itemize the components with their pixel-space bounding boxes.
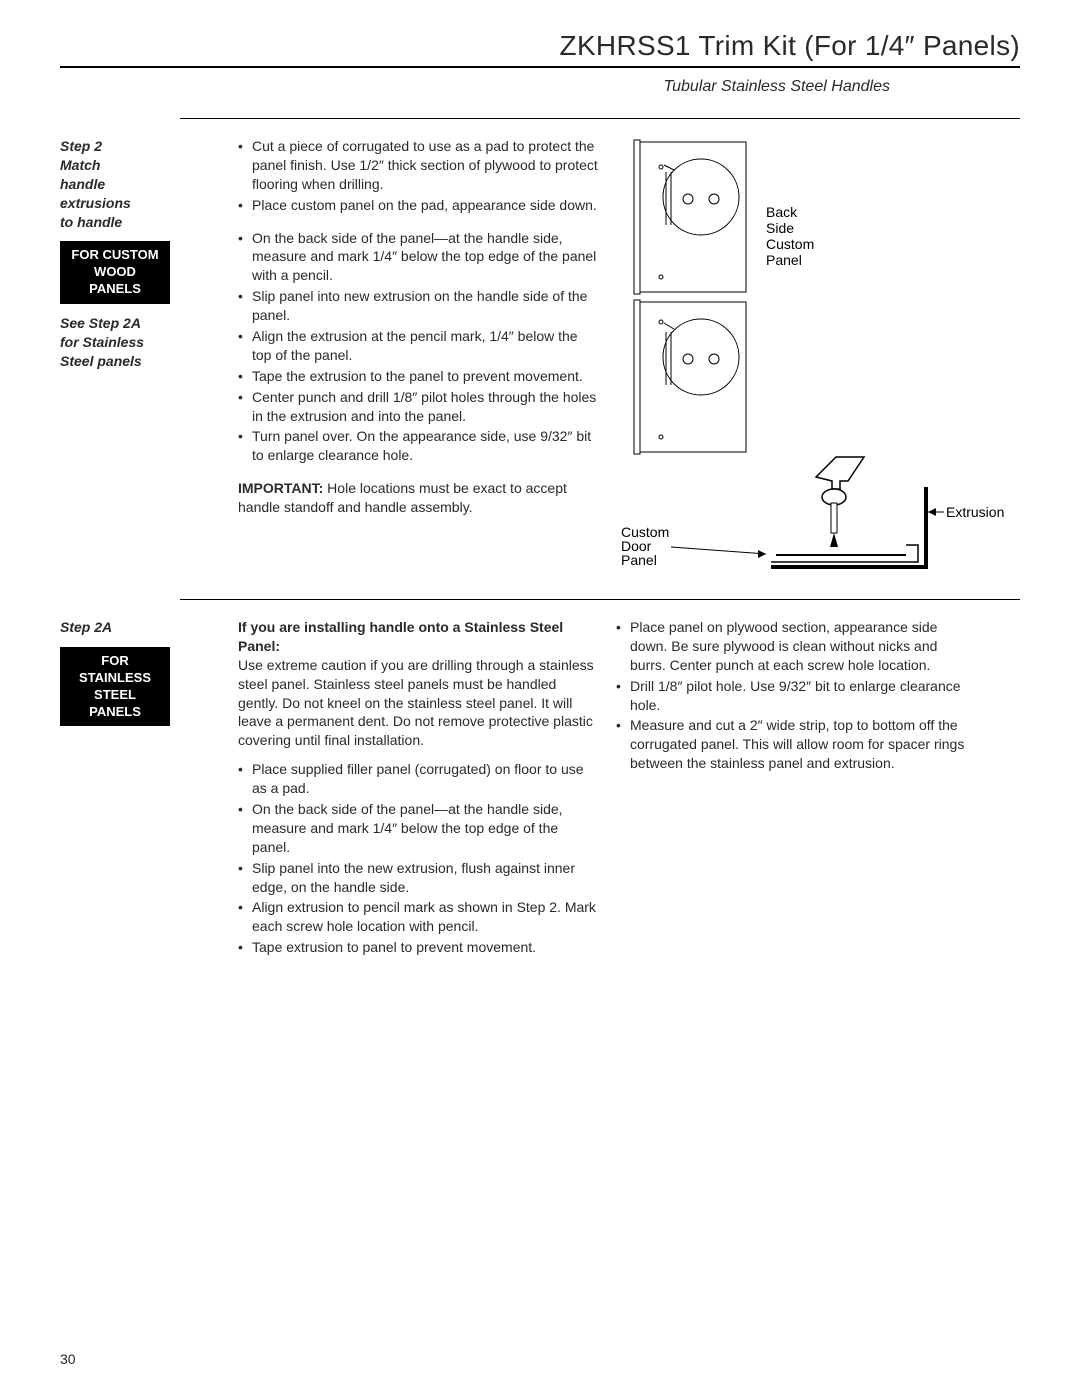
- important-note: IMPORTANT: Hole locations must be exact …: [238, 479, 598, 517]
- step2a-list-left: Place supplied filler panel (corrugated)…: [238, 760, 598, 957]
- list-item: On the back side of the panel—at the han…: [238, 229, 598, 286]
- list-item: Drill 1/8″ pilot hole. Use 9/32″ bit to …: [616, 677, 976, 715]
- section-step2a: Step 2A FOR STAINLESS STEEL PANELS If yo…: [60, 618, 1020, 971]
- note-line: See Step 2A: [60, 315, 141, 331]
- page-subtitle: Tubular Stainless Steel Handles: [60, 78, 1020, 96]
- step2a-heading: If you are installing handle onto a Stai…: [238, 619, 563, 654]
- svg-text:Extrusion: Extrusion: [946, 504, 1004, 520]
- step2a-label: Step 2A: [60, 618, 220, 637]
- box-line: PANELS: [89, 281, 141, 296]
- svg-text:Panel: Panel: [766, 252, 802, 268]
- list-item: Place supplied filler panel (corrugated)…: [238, 760, 598, 798]
- step2-label-line: Match: [60, 157, 100, 173]
- panel-diagram-icon: Back Side Custom Panel Custom Door: [616, 137, 1016, 577]
- list-item: On the back side of the panel—at the han…: [238, 800, 598, 857]
- title-rule: [60, 66, 1020, 68]
- see-step2a-note: See Step 2A for Stainless Steel panels: [60, 314, 220, 371]
- step2-label-line: handle: [60, 176, 105, 192]
- important-label: IMPORTANT:: [238, 480, 323, 496]
- step2-figure: Back Side Custom Panel Custom Door: [616, 137, 1020, 577]
- stainless-box: FOR STAINLESS STEEL PANELS: [60, 647, 170, 727]
- section-step2: Step 2 Match handle extrusions to handle…: [60, 137, 1020, 577]
- list-item: Align the extrusion at the pencil mark, …: [238, 327, 598, 365]
- svg-text:Panel: Panel: [621, 552, 657, 568]
- svg-text:Side: Side: [766, 220, 794, 236]
- box-line: FOR: [101, 653, 128, 668]
- list-item: Center punch and drill 1/8″ pilot holes …: [238, 388, 598, 426]
- box-line: FOR CUSTOM: [71, 247, 158, 262]
- list-item: Slip panel into the new extrusion, flush…: [238, 859, 598, 897]
- list-item: Align extrusion to pencil mark as shown …: [238, 898, 598, 936]
- box-line: STAINLESS: [79, 670, 151, 685]
- page-title: ZKHRSS1 Trim Kit (For 1/4″ Panels): [60, 30, 1020, 62]
- box-line: WOOD: [94, 264, 136, 279]
- step2-label-line: extrusions: [60, 195, 131, 211]
- step2a-intro: Use extreme caution if you are drilling …: [238, 657, 594, 749]
- list-item: Tape the extrusion to the panel to preve…: [238, 367, 598, 386]
- step2-list2: On the back side of the panel—at the han…: [238, 229, 598, 466]
- step2-list1: Cut a piece of corrugated to use as a pa…: [238, 137, 598, 215]
- note-line: for Stainless: [60, 334, 144, 350]
- list-item: Measure and cut a 2″ wide strip, top to …: [616, 716, 976, 773]
- list-item: Place custom panel on the pad, appearanc…: [238, 196, 598, 215]
- step2-sidebar: Step 2 Match handle extrusions to handle…: [60, 137, 220, 577]
- list-item: Tape extrusion to panel to prevent movem…: [238, 938, 598, 957]
- list-item: Slip panel into new extrusion on the han…: [238, 287, 598, 325]
- step2-label: Step 2 Match handle extrusions to handle: [60, 137, 220, 231]
- list-item: Turn panel over. On the appearance side,…: [238, 427, 598, 465]
- step2-body: Cut a piece of corrugated to use as a pa…: [238, 137, 598, 577]
- section-rule-top: [180, 118, 1020, 119]
- list-item: Place panel on plywood section, appearan…: [616, 618, 976, 675]
- box-line: PANELS: [89, 704, 141, 719]
- step2-label-line: to handle: [60, 214, 122, 230]
- box-line: STEEL: [94, 687, 136, 702]
- fig-label-back: Back: [766, 204, 798, 220]
- custom-wood-box: FOR CUSTOM WOOD PANELS: [60, 241, 170, 304]
- step2a-body-left: If you are installing handle onto a Stai…: [238, 618, 598, 971]
- step2a-list-right: Place panel on plywood section, appearan…: [616, 618, 976, 773]
- page-number: 30: [60, 1351, 76, 1367]
- step2-label-line: Step 2: [60, 138, 102, 154]
- section-rule-mid: [180, 599, 1020, 600]
- svg-text:Custom: Custom: [766, 236, 814, 252]
- list-item: Cut a piece of corrugated to use as a pa…: [238, 137, 598, 194]
- step2a-sidebar: Step 2A FOR STAINLESS STEEL PANELS: [60, 618, 220, 971]
- note-line: Steel panels: [60, 353, 142, 369]
- step2a-body-right: Place panel on plywood section, appearan…: [616, 618, 976, 971]
